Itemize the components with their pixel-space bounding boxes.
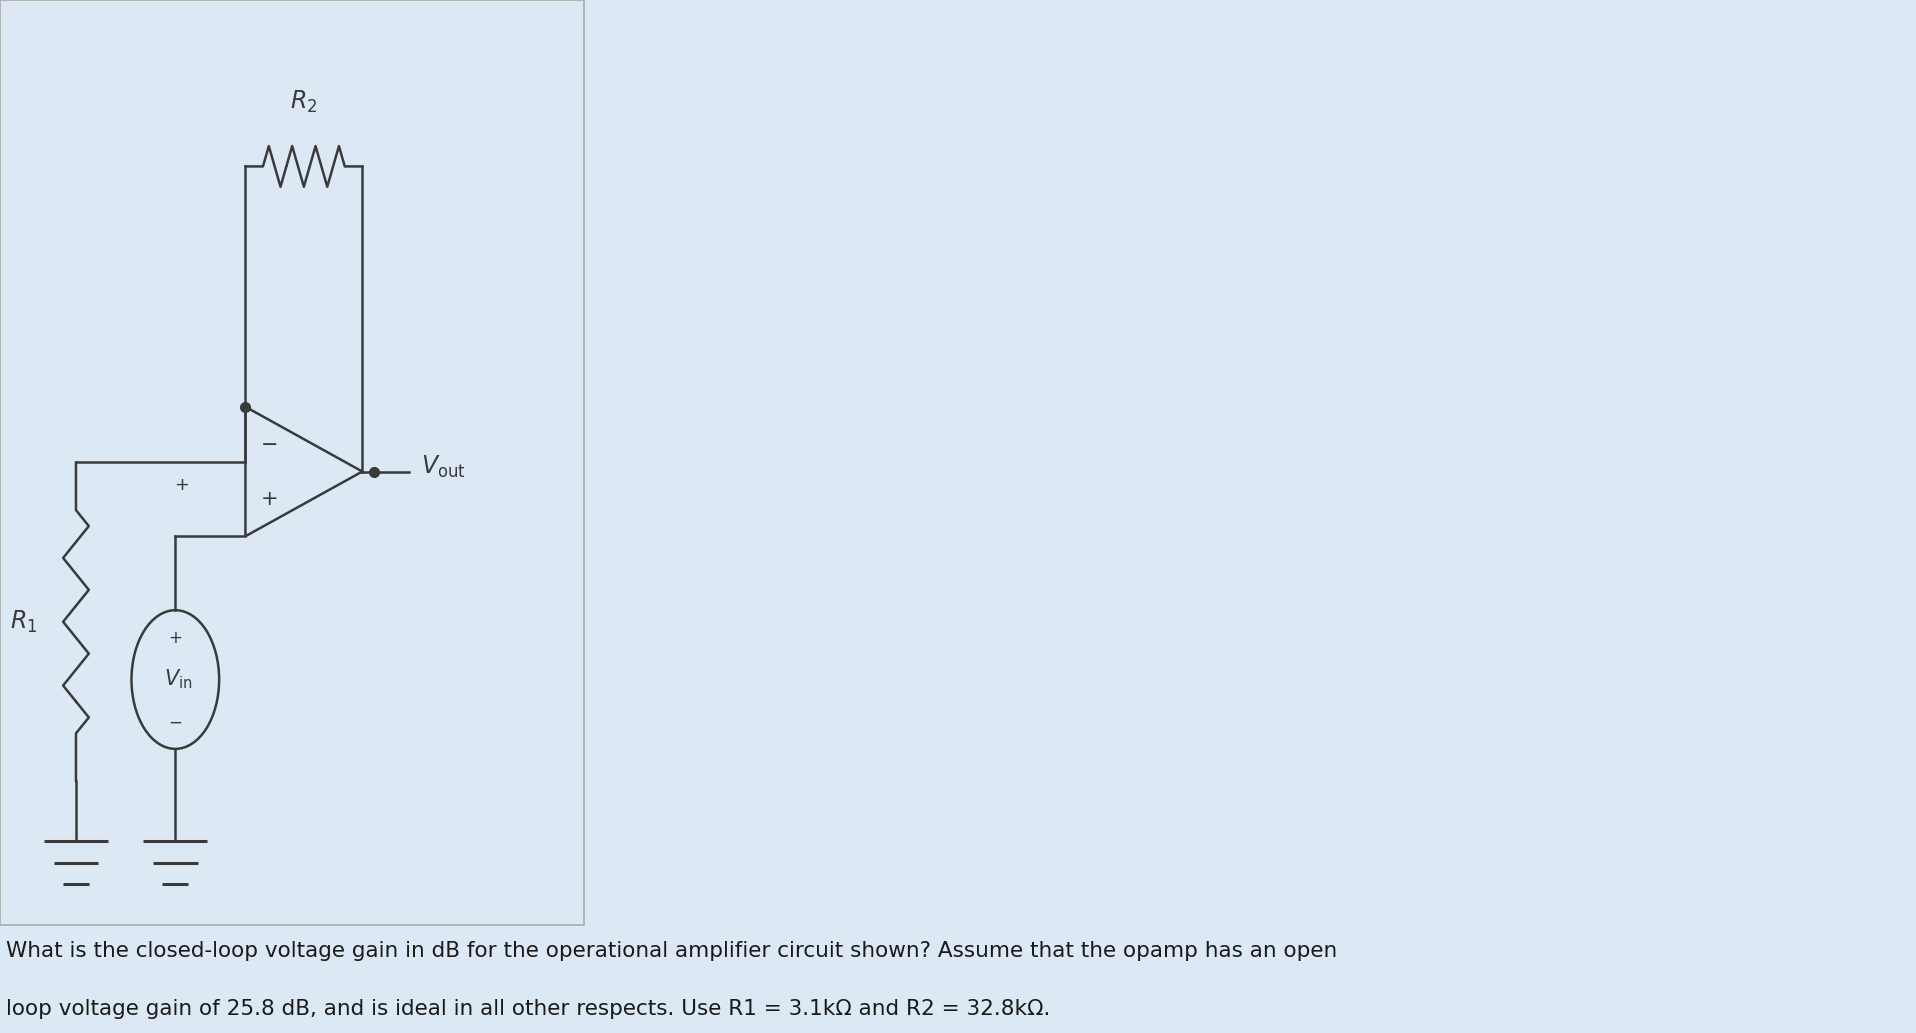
Text: loop voltage gain of 25.8 dB, and is ideal in all other respects. Use R1 = 3.1kΩ: loop voltage gain of 25.8 dB, and is ide… — [6, 999, 1050, 1019]
Text: $+$: $+$ — [261, 490, 278, 508]
Text: $R_2$: $R_2$ — [289, 89, 318, 115]
Text: $V_{\mathrm{out}}$: $V_{\mathrm{out}}$ — [422, 453, 466, 480]
Text: $-$: $-$ — [261, 434, 278, 453]
Text: What is the closed-loop voltage gain in dB for the operational amplifier circuit: What is the closed-loop voltage gain in … — [6, 941, 1337, 962]
Text: $+$: $+$ — [169, 629, 182, 647]
Text: $-$: $-$ — [169, 712, 182, 730]
Text: $V_{\mathrm{in}}$: $V_{\mathrm{in}}$ — [165, 667, 192, 691]
Text: $+$: $+$ — [174, 476, 188, 495]
Text: $R_1$: $R_1$ — [10, 608, 36, 635]
